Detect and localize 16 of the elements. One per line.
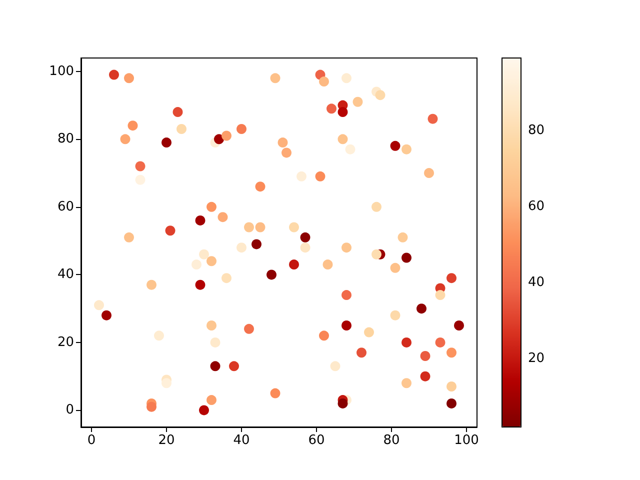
y-tick-label: 100 (49, 64, 74, 79)
color-bar-label: 60 (528, 198, 545, 214)
color-bar-label: 20 (528, 351, 545, 366)
x-tick-label: 80 (383, 433, 400, 448)
color-bar-label: 40 (528, 274, 545, 290)
x-tick-label: 40 (233, 433, 250, 448)
x-tick-label: 100 (454, 433, 479, 448)
y-tick-label: 60 (57, 199, 74, 214)
x-tick-label: 20 (158, 433, 175, 448)
x-tick-label: 0 (87, 433, 96, 448)
y-tick-label: 40 (57, 267, 74, 282)
y-tick-label: 80 (57, 132, 74, 147)
y-tick-label: 20 (57, 334, 74, 350)
color-bar-label: 80 (528, 122, 545, 138)
y-tick-label: 0 (66, 402, 74, 418)
x-tick-label: 60 (308, 433, 325, 448)
